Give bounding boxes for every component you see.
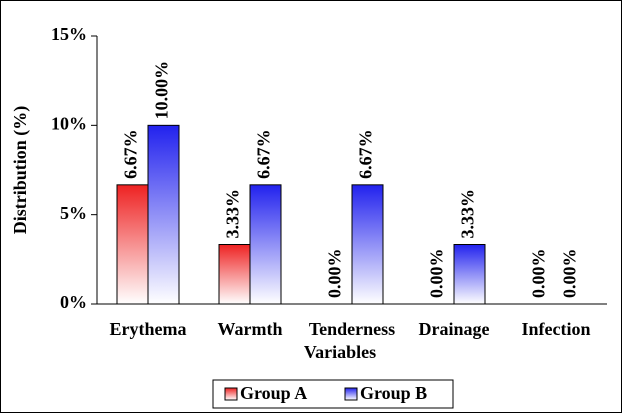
x-tick-label: Warmth (218, 319, 283, 339)
legend-label: Group A (240, 383, 307, 403)
data-label: 0.00% (325, 249, 345, 299)
y-tick-label: 5% (60, 203, 87, 223)
y-tick-label: 15% (51, 24, 87, 44)
bar (351, 184, 384, 305)
bar (116, 184, 149, 305)
bar (218, 244, 251, 305)
data-label: 6.67% (254, 129, 274, 179)
legend-swatch (224, 387, 238, 401)
data-label: 6.67% (356, 129, 376, 179)
bar (453, 244, 486, 305)
y-tick-label: 10% (51, 113, 87, 133)
data-label: 3.33% (458, 189, 478, 239)
data-label: 10.00% (152, 61, 172, 120)
bar (249, 184, 282, 305)
legend-label: Group B (360, 383, 427, 403)
data-label: 0.00% (529, 249, 549, 299)
y-axis-label: Distribution (%) (10, 106, 31, 235)
x-tick-label: Tenderness (309, 319, 395, 339)
bar (147, 124, 180, 305)
x-tick-label: Infection (522, 319, 591, 339)
data-label: 6.67% (121, 129, 141, 179)
x-axis-label: Variables (304, 342, 376, 362)
legend-swatch (344, 387, 358, 401)
data-label: 0.00% (427, 249, 447, 299)
x-tick-label: Erythema (110, 319, 187, 339)
legend-box (212, 379, 454, 409)
x-tick-label: Drainage (419, 319, 490, 339)
data-label: 3.33% (223, 189, 243, 239)
data-label: 0.00% (560, 249, 580, 299)
y-tick-label: 0% (60, 292, 87, 312)
